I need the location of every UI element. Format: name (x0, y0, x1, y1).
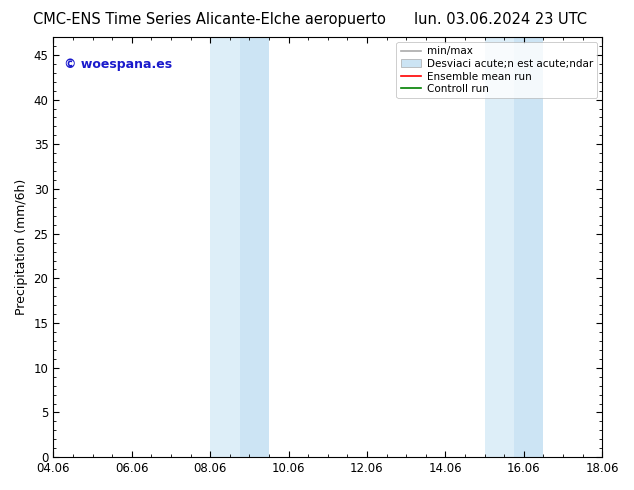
Text: lun. 03.06.2024 23 UTC: lun. 03.06.2024 23 UTC (415, 12, 587, 27)
Bar (240, 37, 269, 457)
Bar (210, 37, 240, 457)
Bar (484, 37, 514, 457)
Legend: min/max, Desviaci acute;n est acute;ndar, Ensemble mean run, Controll run: min/max, Desviaci acute;n est acute;ndar… (396, 42, 597, 98)
Bar (514, 37, 543, 457)
Text: CMC-ENS Time Series Alicante-Elche aeropuerto: CMC-ENS Time Series Alicante-Elche aerop… (33, 12, 385, 27)
Y-axis label: Precipitation (mm/6h): Precipitation (mm/6h) (15, 179, 28, 315)
Text: © woespana.es: © woespana.es (64, 58, 172, 71)
